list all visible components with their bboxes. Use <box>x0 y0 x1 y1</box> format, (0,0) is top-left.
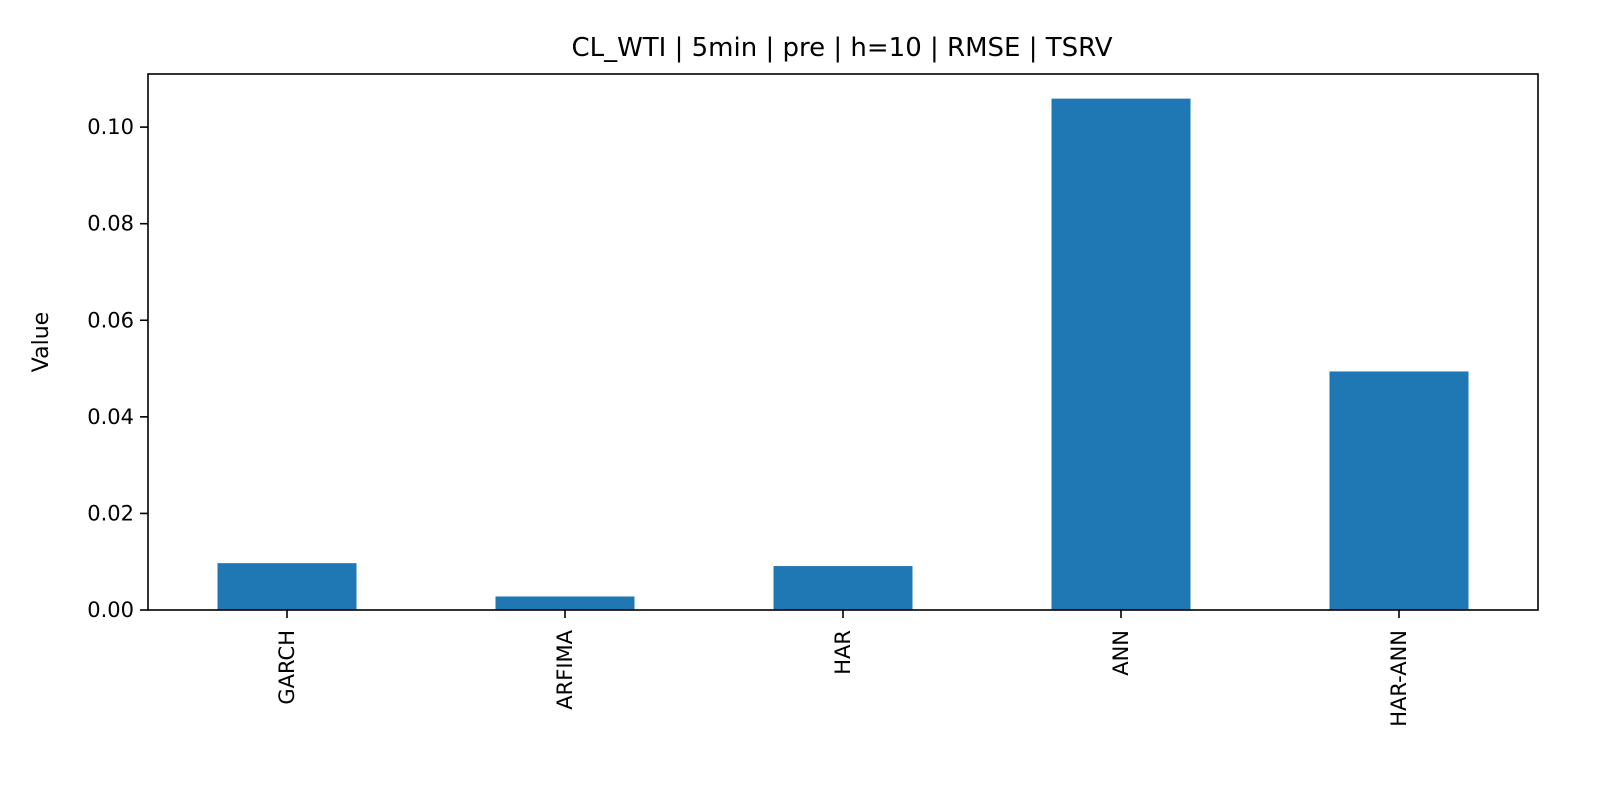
bars <box>217 98 1469 610</box>
bar-ann <box>1051 98 1191 610</box>
x-axis-ticks: GARCH ARFIMA HAR ANN HAR-ANN <box>275 610 1411 727</box>
y-tick-label: 0.10 <box>87 115 134 139</box>
x-tick-label: ANN <box>1109 630 1133 676</box>
y-tick-label: 0.06 <box>87 308 134 332</box>
bar-har <box>773 566 913 610</box>
y-tick-label: 0.04 <box>87 405 134 429</box>
bar-har-ann <box>1329 371 1469 610</box>
axes-frame <box>147 73 1539 611</box>
bar-garch <box>217 563 357 610</box>
plot-area: 0.00 0.02 0.04 0.06 0.08 0.10 GARCH ARFIMA HAR A… <box>87 73 1539 727</box>
x-tick-label: GARCH <box>275 630 299 705</box>
y-tick-label: 0.02 <box>87 501 134 525</box>
y-tick-label: 0.00 <box>87 598 134 622</box>
x-tick-label: HAR <box>831 630 855 675</box>
y-axis-ticks: 0.00 0.02 0.04 0.06 0.08 0.10 <box>87 115 148 622</box>
x-tick-label: HAR-ANN <box>1387 630 1411 727</box>
y-tick-label: 0.08 <box>87 212 134 236</box>
x-tick-label: ARFIMA <box>553 629 577 709</box>
bar-arfima <box>495 596 635 610</box>
y-axis-label: Value <box>29 312 54 372</box>
chart-title: CL_WTI | 5min | pre | h=10 | RMSE | TSRV <box>571 33 1112 63</box>
